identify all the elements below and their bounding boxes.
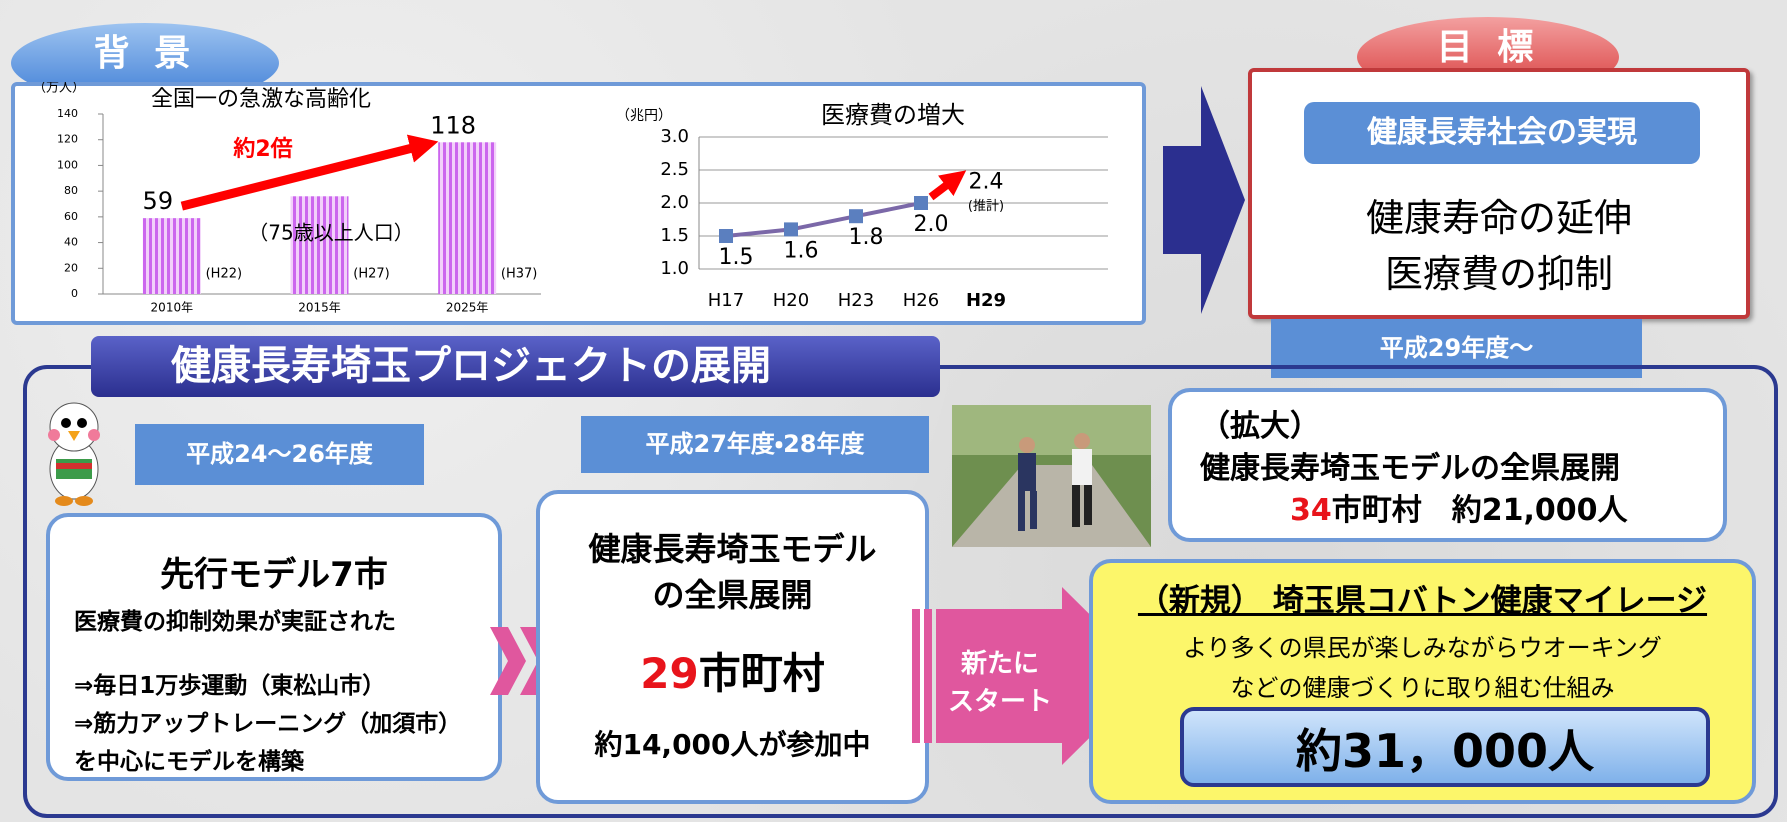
phase3-box: （拡大） 健康長寿埼玉モデルの全県展開 34市町村 約21,000人	[1168, 388, 1727, 542]
x-tick-label: H17	[708, 290, 744, 311]
y-tick-label: 1.5	[660, 225, 689, 246]
y-axis-label: （兆円）	[616, 108, 672, 124]
bar	[291, 196, 349, 294]
start-text: スタート	[940, 683, 1060, 721]
data-label: 2.0	[914, 212, 949, 237]
goal-item: 医療費の抑制	[1252, 246, 1746, 302]
x-tick-label: H23	[838, 290, 874, 311]
x-tick-label: H29	[966, 290, 1006, 311]
y-tick-label: 2.0	[660, 192, 689, 213]
mileage-participants: 約31，000人	[1180, 707, 1710, 787]
y-tick-label: 100	[57, 158, 78, 171]
mileage-box: （新規） 埼玉県コバトン健康マイレージ より多くの県民が楽しみながらウオーキング…	[1089, 559, 1756, 804]
marker	[849, 209, 863, 223]
phase1-box: 先行モデル7市 医療費の抑制効果が実証された ⇒毎日1万歩運動（東松山市） ⇒筋…	[46, 513, 502, 781]
bar	[438, 142, 496, 294]
y-axis-label: （万人）	[33, 82, 85, 96]
annotation: （75歳以上人口）	[248, 221, 413, 245]
y-tick-label: 120	[57, 133, 78, 146]
phase1-line: 医療費の抑制効果が実証された	[74, 602, 498, 636]
x-tick-label: H20	[773, 290, 809, 311]
mileage-line: より多くの県民が楽しみながらウオーキング	[1093, 628, 1752, 668]
data-label: 59	[143, 187, 174, 215]
y-tick-label: 20	[64, 261, 78, 274]
start-text: 新たに	[940, 645, 1060, 683]
page: 健康長寿埼玉プロジェクト {"background_label":"背 景", …	[0, 0, 1787, 822]
phase1-line: ⇒毎日1万歩運動（東松山市）	[74, 666, 498, 700]
phase3-label: （拡大）	[1200, 406, 1723, 448]
mascot	[34, 399, 114, 507]
y-tick-label: 40	[64, 236, 78, 249]
phase2-title: 健康長寿埼玉モデル	[540, 524, 925, 570]
y-tick-label: 1.0	[660, 258, 689, 279]
bar	[143, 218, 201, 294]
marker	[719, 229, 733, 243]
phase2-count: 29市町村	[540, 640, 925, 701]
chart-title: 医療費の増大	[821, 101, 965, 129]
projection-arrow	[931, 177, 958, 197]
background-label: 背 景	[94, 33, 197, 74]
chart-title: 全国一の急激な高齢化	[151, 87, 371, 112]
line	[726, 203, 921, 236]
data-label: 118	[430, 111, 476, 139]
data-label: 1.5	[719, 245, 754, 270]
phase2-count-unit: 市町村	[699, 649, 825, 698]
phase1-title: 先行モデル7市	[50, 547, 498, 596]
phase2-title: の全県展開	[540, 570, 925, 616]
infographic: 背 景 全国一の急激な高齢化 （万人） 0 20 40 60 80 100 120 140 2010…	[0, 0, 1787, 822]
y-tick-label: 140	[57, 107, 78, 120]
phase2-count-number: 29	[640, 649, 698, 698]
marker	[784, 222, 798, 236]
big-arrow	[1163, 86, 1245, 314]
data-label: 1.8	[849, 225, 884, 250]
phase1-line: ⇒筋力アップトレーニング（加須市）	[74, 704, 498, 738]
mileage-line: などの健康づくりに取り組む仕組み	[1093, 668, 1752, 708]
goal-item: 健康寿命の延伸	[1252, 190, 1746, 246]
y-tick-label: 2.5	[660, 159, 689, 180]
goal-items: 健康寿命の延伸 医療費の抑制	[1252, 190, 1746, 302]
phase3-title: 健康長寿埼玉モデルの全県展開	[1200, 448, 1723, 490]
phase3-detail: 市町村 約21,000人	[1332, 493, 1628, 528]
phase1-period: 平成24～26年度	[135, 424, 424, 485]
data-label: 1.6	[784, 238, 819, 263]
goal-headline: 健康長寿社会の実現	[1304, 102, 1700, 164]
phase2-box: 健康長寿埼玉モデル の全県展開 29市町村 約14,000人が参加中	[536, 490, 929, 804]
projection-note: (推計)	[968, 198, 1004, 214]
y-tick-label: 60	[64, 210, 78, 223]
photo	[952, 405, 1151, 547]
y-tick-label: 3.0	[660, 126, 689, 147]
goal-box: 健康長寿社会の実現 健康寿命の延伸 医療費の抑制	[1248, 68, 1750, 319]
y-tick-label: 80	[64, 184, 78, 197]
phase3-count: 34	[1290, 493, 1332, 528]
projection-label: 2.4	[969, 170, 1004, 195]
y-tick-label: 0	[71, 287, 78, 300]
mileage-title: （新規） 埼玉県コバトン健康マイレージ	[1093, 575, 1752, 620]
x-tick-label: 2025年	[446, 301, 489, 315]
phase2-participants: 約14,000人が参加中	[540, 723, 925, 763]
project-title: 健康長寿埼玉プロジェクトの展開	[91, 336, 940, 397]
x-tick-label: 2015年	[298, 301, 341, 315]
phase2-period: 平成27年度・28年度	[581, 416, 929, 473]
annotation: 約2倍	[232, 136, 292, 162]
charts: 全国一の急激な高齢化 （万人） 0 20 40 60 80 100 120 140 2010年 (H2…	[11, 82, 1146, 325]
goal-label: 目 標	[1437, 27, 1540, 68]
bar-note: (H37)	[501, 267, 537, 282]
bar-note: (H27)	[353, 267, 389, 282]
start-label: 新たにスタート	[940, 645, 1060, 721]
x-tick-label: 2010年	[151, 301, 194, 315]
x-tick-label: H26	[903, 290, 939, 311]
marker	[914, 196, 928, 210]
bar-note: (H22)	[206, 267, 242, 282]
phase1-line: を中心にモデルを構築	[74, 742, 498, 776]
